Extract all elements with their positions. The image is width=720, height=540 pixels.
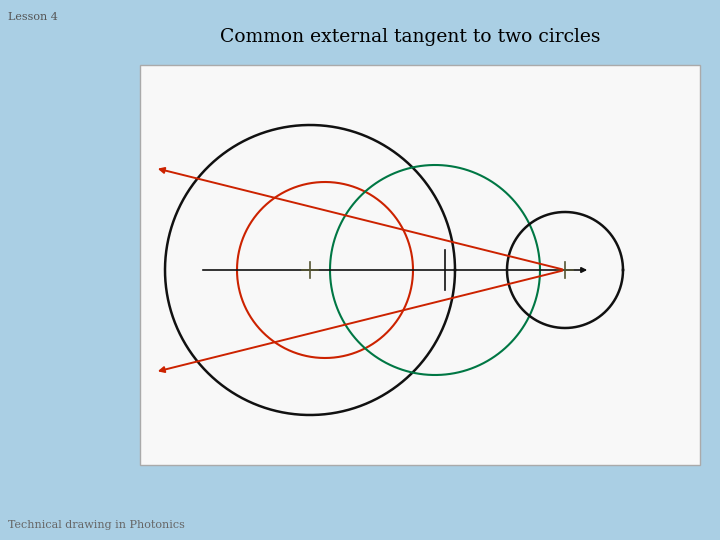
Text: Lesson 4: Lesson 4 — [8, 12, 58, 22]
Text: Common external tangent to two circles: Common external tangent to two circles — [220, 28, 600, 46]
Text: Technical drawing in Photonics: Technical drawing in Photonics — [8, 520, 185, 530]
Bar — [140, 65, 700, 465]
